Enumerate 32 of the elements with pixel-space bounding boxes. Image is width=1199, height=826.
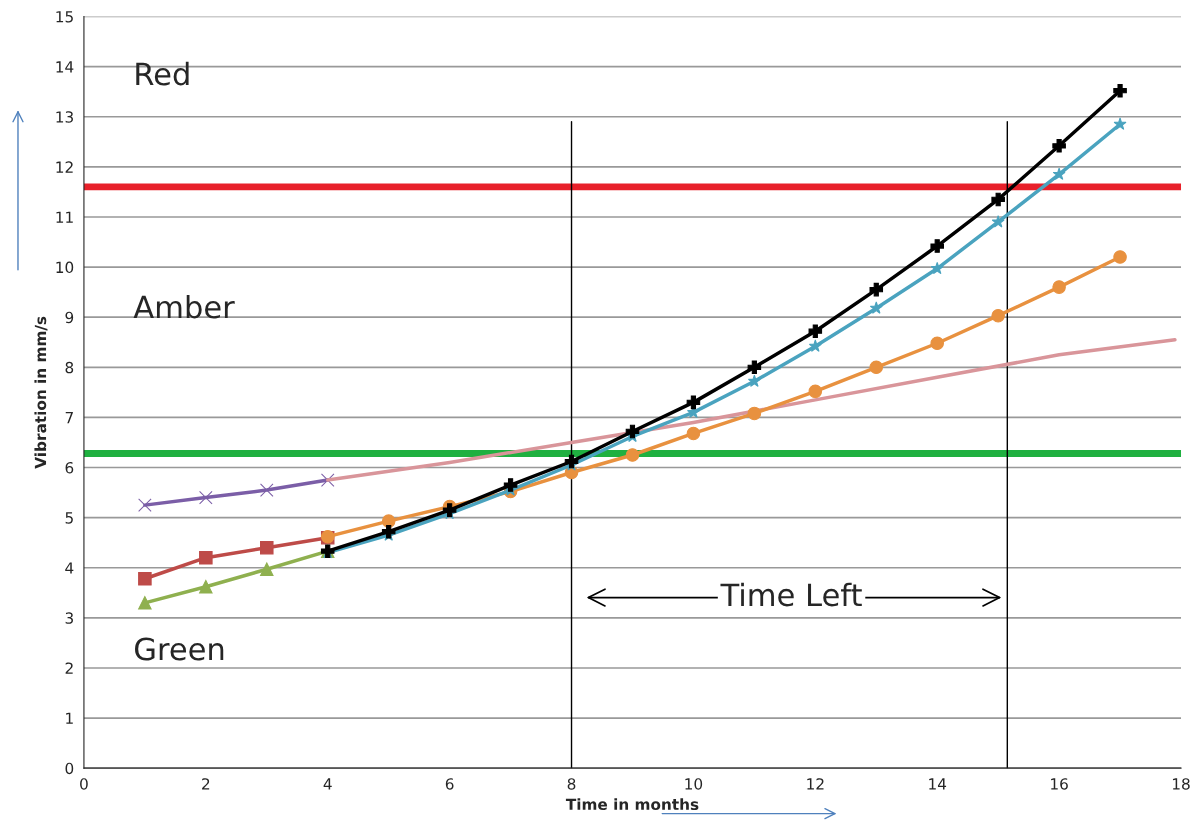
annotation: Time Left [720,582,862,607]
annotation: Amber [133,294,235,319]
y-tick-label: 5 [65,512,73,524]
y-tick-label: 3 [65,612,73,624]
x-tick-label: 0 [80,778,88,790]
x-tick-label: 18 [1172,778,1190,790]
y-tick-label: 6 [65,461,74,474]
y-tick-label: 10 [56,261,74,274]
y-tick-label: 1 [66,712,73,724]
x-tick-label: 8 [567,778,576,790]
x-tick-label: 10 [685,778,703,790]
y-tick-label: 7 [65,412,73,424]
y-tick-label: 11 [56,211,73,223]
y-tick-label: 9 [65,311,74,324]
annotation: Green [135,637,224,661]
x-tick-label: 2 [202,778,210,790]
y-tick-label: 4 [65,562,74,574]
y-tick-label: 12 [56,161,73,173]
y-tick-label: 14 [56,61,74,73]
annotation: Red [136,61,189,86]
y-tick-label: 8 [65,361,74,374]
x-tick-label: 12 [807,778,824,790]
x-axis-title: Time in months [565,798,699,811]
y-tick-label: 13 [56,111,73,123]
x-tick-label: 4 [323,778,332,790]
y-tick-label: 2 [65,662,73,674]
y-axis-title: Vibration in mm/s [34,316,48,469]
x-tick-label: 14 [929,778,947,790]
x-tick-label: 6 [445,778,454,790]
y-tick-label: 0 [65,762,74,775]
y-tick-label: 15 [56,11,73,23]
x-tick-label: 16 [1051,778,1068,790]
